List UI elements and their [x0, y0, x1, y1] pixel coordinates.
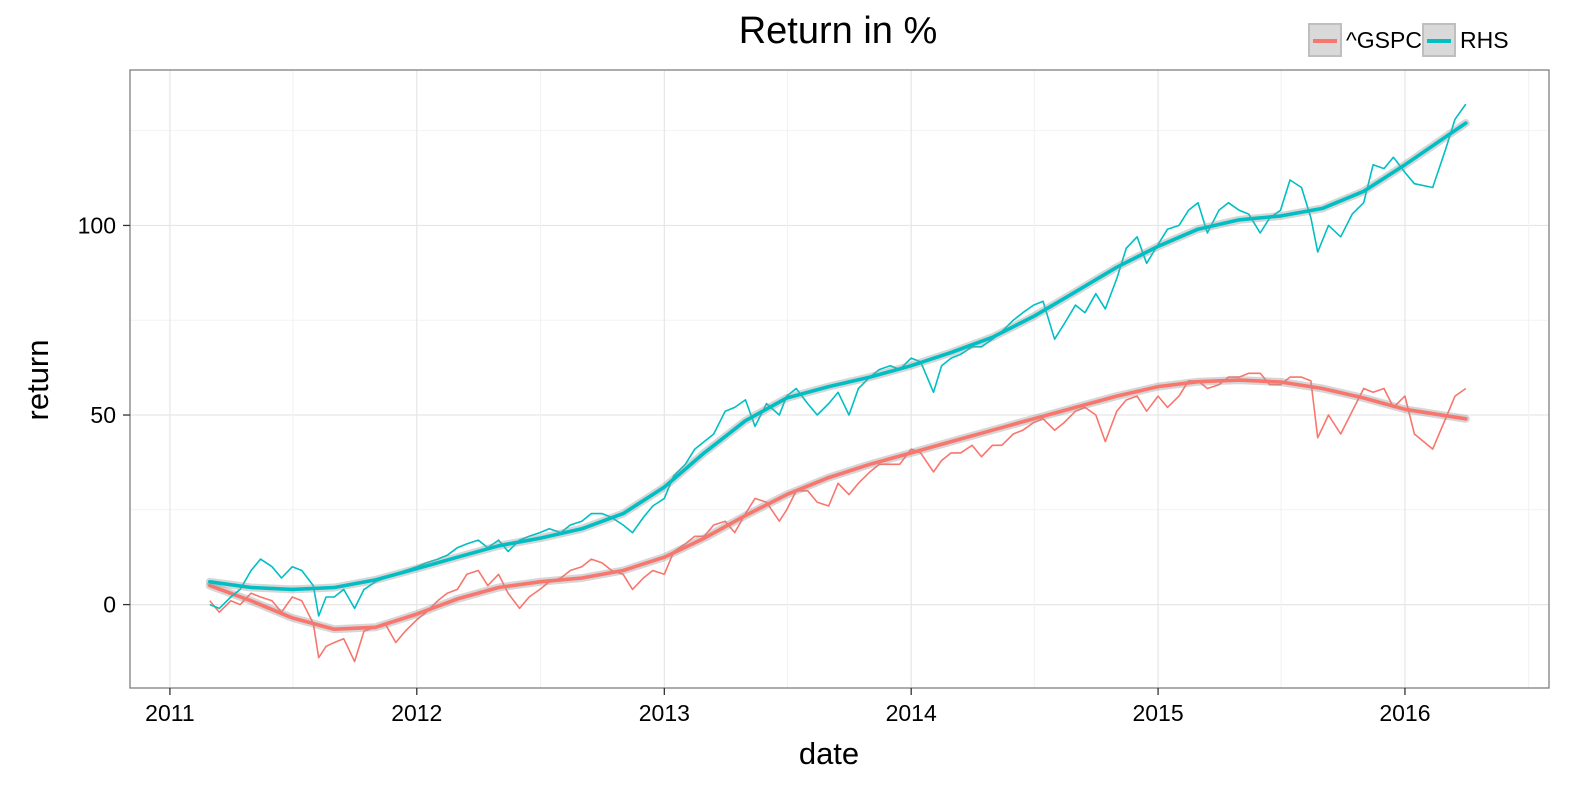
x-tick-label: 2012 [391, 700, 442, 726]
trend-band-gspc [205, 376, 1470, 634]
legend: ^GSPC RHS [1308, 20, 1509, 60]
legend-label-gspc: ^GSPC [1346, 26, 1422, 53]
chart-title: Return in % [738, 10, 938, 52]
legend-key-rhs [1421, 23, 1456, 57]
legend-line-gspc [1313, 39, 1337, 43]
series-line-rhs [209, 103, 1467, 617]
x-tick-label: 2011 [145, 700, 194, 726]
axes: 2011 2012 2013 2014 2015 2016 0 50 100 [78, 212, 1431, 726]
y-axis-title: return [20, 340, 55, 421]
series-line-gspc [209, 372, 1467, 663]
x-tick-label: 2014 [886, 700, 937, 726]
x-tick-label: 2015 [1132, 700, 1183, 726]
x-tick-label: 2016 [1379, 700, 1430, 726]
legend-item-gspc: ^GSPC [1308, 23, 1422, 57]
x-tick-label: 2013 [639, 700, 690, 726]
legend-label-rhs: RHS [1459, 26, 1509, 53]
series-layer [205, 103, 1470, 663]
y-tick-label: 100 [78, 212, 116, 238]
trend-line-gspc [208, 378, 1468, 632]
panel-border [129, 69, 1550, 689]
trend-band-rhs [205, 119, 1470, 594]
x-axis-title: date [799, 736, 859, 771]
grid [130, 70, 1549, 688]
legend-item-rhs: RHS [1421, 23, 1509, 57]
legend-key-gspc [1308, 23, 1342, 57]
y-tick-label: 50 [90, 402, 116, 428]
legend-line-rhs [1426, 39, 1451, 43]
y-tick-label: 0 [103, 592, 116, 618]
trend-line-rhs [208, 121, 1468, 592]
